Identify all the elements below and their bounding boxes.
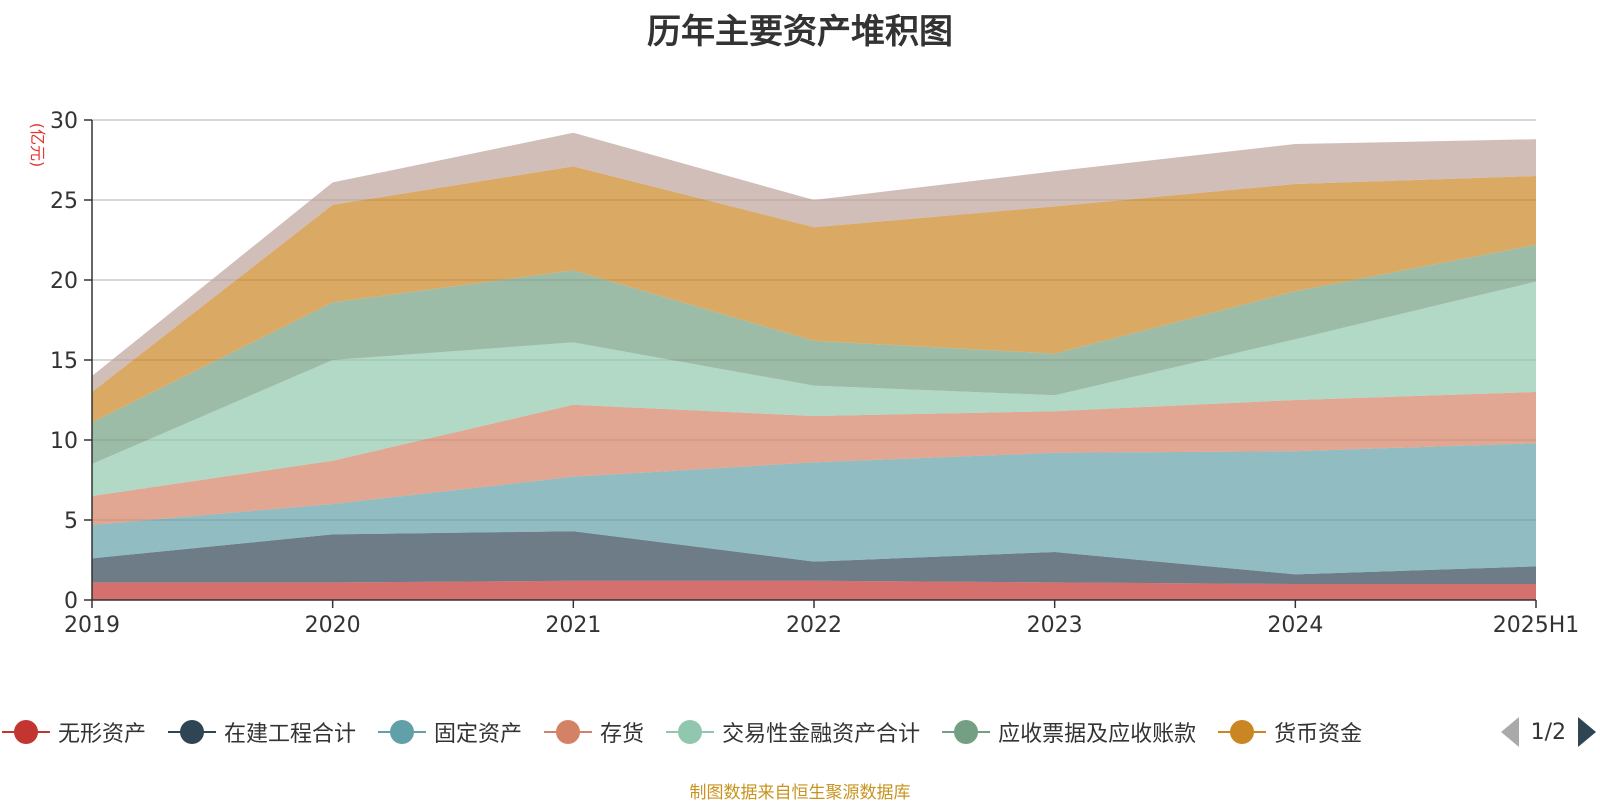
x-tick-label: 2022	[786, 613, 842, 638]
y-tick-label: 10	[50, 429, 78, 454]
x-tick-label: 2019	[64, 613, 120, 638]
legend-item-3[interactable]: 存货	[544, 716, 644, 748]
stacked-area-chart: 0 5 10 15 20 25 30 2019 2020 2021 2022 2023 2024 2025…	[28, 109, 1579, 638]
legend-marker	[378, 720, 427, 744]
y-tick-label: 5	[64, 509, 78, 534]
legend-label: 交易性金融资产合计	[722, 722, 921, 747]
axes: 0 5 10 15 20 25 30 2019 2020 2021 2022 2023 2024 2025…	[50, 109, 1579, 638]
x-tick-label: 2025H1	[1493, 613, 1580, 638]
legend-marker	[1218, 720, 1267, 744]
area-series-4[interactable]	[92, 281, 1536, 496]
x-tick-label: 2023	[1027, 613, 1083, 638]
x-tick-label: 2021	[545, 613, 601, 638]
legend-marker	[666, 720, 715, 744]
area-series-1[interactable]	[92, 531, 1536, 584]
y-tick-label: 15	[50, 349, 78, 374]
x-tick-label: 2024	[1267, 613, 1323, 638]
source-note: 制图数据来自恒生聚源数据库	[689, 783, 911, 803]
y-tick-label: 20	[50, 269, 78, 294]
legend-item-2[interactable]: 固定资产	[378, 716, 522, 748]
legend-label: 在建工程合计	[224, 722, 357, 747]
area-series-3[interactable]	[92, 392, 1536, 525]
legend-marker	[168, 720, 217, 744]
legend-prev-page-button[interactable]	[1500, 717, 1519, 747]
x-tick-label: 2020	[305, 613, 361, 638]
legend-item-1[interactable]: 在建工程合计	[168, 716, 356, 748]
legend-item-0[interactable]: 无形资产	[2, 716, 146, 748]
legend-item-6[interactable]: 货币资金	[1218, 716, 1362, 748]
legend-label: 无形资产	[58, 722, 147, 747]
legend-label: 固定资产	[434, 722, 523, 747]
area-series-6[interactable]	[92, 166, 1536, 423]
legend-item-4[interactable]: 交易性金融资产合计	[666, 716, 920, 748]
legend-label: 货币资金	[1274, 722, 1363, 747]
y-tick-label: 25	[50, 189, 78, 214]
legend-page-indicator: 1/2	[1530, 719, 1566, 745]
legend-label: 存货	[600, 722, 645, 747]
area-series-7[interactable]	[92, 132, 1536, 393]
legend-marker	[544, 720, 593, 744]
legend-pager: 1/2	[1500, 712, 1596, 752]
legend-marker	[2, 720, 50, 744]
area-series-0[interactable]	[92, 580, 1536, 600]
y-tick-label: 30	[50, 109, 78, 134]
area-series	[92, 132, 1536, 600]
chart-title: 历年主要资产堆积图	[647, 12, 953, 52]
legend-marker	[942, 720, 991, 744]
legend: 无形资产 在建工程合计 固定资产 存货 交易性金融资产合计 应收票据及应收账款 货币资金 1…	[0, 712, 1600, 752]
legend-item-5[interactable]: 应收票据及应收账款	[942, 716, 1196, 748]
area-series-5[interactable]	[92, 244, 1536, 464]
legend-label: 应收票据及应收账款	[998, 722, 1197, 747]
y-axis-label: (亿元)	[28, 123, 47, 168]
legend-next-page-button[interactable]	[1578, 717, 1596, 747]
area-series-2[interactable]	[92, 443, 1536, 575]
y-tick-label: 0	[64, 589, 78, 614]
